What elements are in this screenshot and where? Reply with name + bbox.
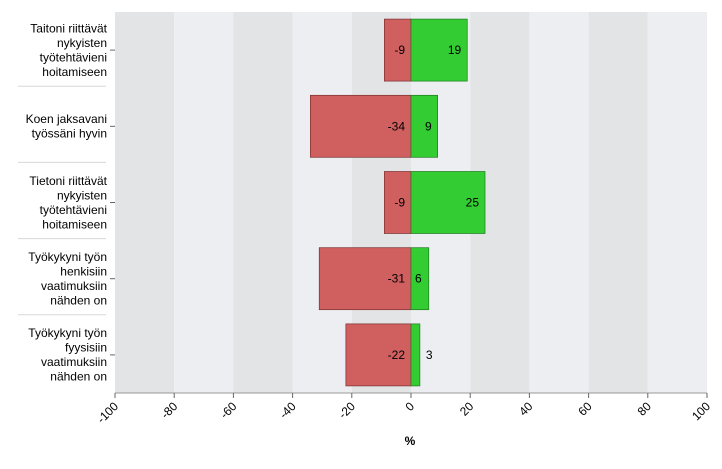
bar-positive [410, 247, 430, 311]
x-tick-label: 40 [516, 399, 536, 419]
data-label-positive: 25 [466, 196, 480, 210]
x-tick-label: 100 [689, 399, 713, 423]
category-label-line: henkisiin [60, 264, 107, 278]
data-label-positive: 19 [448, 43, 462, 57]
category-label-line: Koen jaksavani [26, 112, 107, 126]
category-label-line: työtehtävieni [40, 203, 107, 217]
category-label-line: fyysisiin [65, 341, 107, 355]
grid-band [588, 12, 648, 393]
bar-negative [318, 247, 412, 311]
category-label-line: nähden on [50, 370, 107, 384]
category-label: Taitoni riittävät nykyisten työtehtävieni h… [30, 21, 107, 79]
category-label-line: Työkykyni työn [28, 250, 107, 264]
bar-negative [384, 171, 412, 234]
bar-positive [410, 94, 438, 158]
data-label-negative: -9 [394, 43, 405, 57]
grid-band [292, 12, 352, 393]
category-label: Työkykyni työn henkisiin vaatimuksiin nähde… [28, 250, 107, 308]
x-tick-label: -20 [336, 399, 358, 421]
x-tick-label: -60 [217, 399, 239, 421]
data-label-negative: -22 [388, 348, 406, 362]
x-tick-label: 60 [575, 399, 595, 419]
x-tick-label: -100 [94, 399, 121, 426]
data-label-positive: 3 [426, 348, 433, 362]
category-label-line: työssäni hyvin [32, 127, 107, 141]
category-label-line: nähden on [50, 293, 107, 307]
x-tick-label: 20 [457, 399, 477, 419]
grid-band [233, 12, 293, 393]
category-label-line: nykyisten [57, 36, 107, 50]
data-label-negative: -9 [394, 196, 405, 210]
category-label-line: vaatimuksiin [41, 355, 107, 369]
bar-negative [345, 323, 412, 387]
data-label-negative: -31 [388, 272, 406, 286]
bar-negative [310, 94, 412, 158]
data-label-positive: 9 [425, 119, 432, 133]
data-label-negative: -34 [388, 119, 406, 133]
x-tick-label: -40 [277, 399, 299, 421]
category-label: Työkykyni työn fyysisiin vaatimuksiin nähde… [28, 326, 107, 384]
category-label: Tietoni riittävät nykyisten työtehtävieni h… [29, 174, 107, 232]
grid-band [647, 12, 707, 393]
category-label-line: vaatimuksiin [41, 279, 107, 293]
grid-band [115, 12, 175, 393]
x-tick-label: 80 [635, 399, 655, 419]
x-axis-label: % [405, 434, 416, 448]
bar-positive [410, 18, 468, 82]
category-label-line: nykyisten [57, 188, 107, 202]
data-label-positive: 6 [415, 272, 422, 286]
grid-band [529, 12, 589, 393]
category-label-line: Työkykyni työn [28, 326, 107, 340]
category-label-line: hoitamiseen [42, 217, 107, 231]
category-label-line: hoitamiseen [42, 65, 107, 79]
x-tick-label: -80 [158, 399, 180, 421]
category-label-line: Tietoni riittävät [29, 174, 107, 188]
bar-positive [410, 171, 486, 234]
x-tick-label: 0 [402, 399, 417, 414]
category-label-line: Taitoni riittävät [30, 21, 107, 35]
grid-band [174, 12, 234, 393]
category-label-line: työtehtävieni [40, 50, 107, 64]
category-label: Koen jaksavani työssäni hyvin [26, 112, 107, 141]
bar-positive [410, 323, 421, 387]
